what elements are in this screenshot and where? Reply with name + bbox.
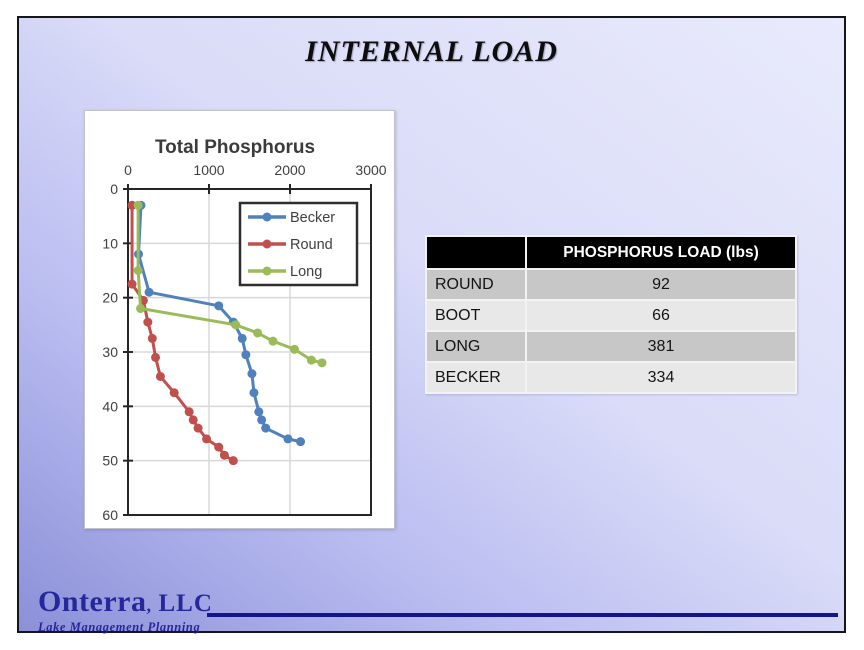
svg-text:40: 40 xyxy=(102,398,118,414)
table-header-blank xyxy=(427,237,525,268)
svg-text:0: 0 xyxy=(110,181,118,197)
total-phosphorus-chart-svg: 0 1000 2000 3000 0 10 20 30 40 50 60 Becker Round Lon… xyxy=(102,137,386,523)
lake-load-value: 66 xyxy=(527,301,795,330)
svg-text:50: 50 xyxy=(102,453,118,469)
chart-legend: Becker Round Long xyxy=(238,201,359,287)
svg-text:0: 0 xyxy=(124,162,132,178)
series-long xyxy=(133,200,327,368)
lake-name: LONG xyxy=(427,332,525,361)
axis-labels: 0 1000 2000 3000 0 10 20 30 40 50 60 xyxy=(102,162,386,523)
table-row: LONG 381 xyxy=(427,332,795,361)
lake-name: BOOT xyxy=(427,301,525,330)
table-row: BECKER 334 xyxy=(427,363,795,392)
axis-ticks xyxy=(123,184,372,516)
logo-tagline: Lake Management Planning xyxy=(38,620,201,634)
legend-label: Round xyxy=(290,237,333,253)
lake-load-value: 381 xyxy=(527,332,795,361)
svg-text:1000: 1000 xyxy=(193,162,224,178)
table-row: ROUND 92 xyxy=(427,270,795,299)
svg-text:3000: 3000 xyxy=(355,162,386,178)
logo-company-suffix: LLC xyxy=(158,590,213,617)
svg-text:2000: 2000 xyxy=(274,162,305,178)
lake-load-value: 334 xyxy=(527,363,795,392)
page-title: INTERNAL LOAD xyxy=(305,35,558,68)
legend-label: Long xyxy=(290,264,322,280)
svg-text:20: 20 xyxy=(102,290,118,306)
phosphorus-depth-chart: 0 1000 2000 3000 0 10 20 30 40 50 60 Becker Round Lon… xyxy=(84,110,395,529)
lake-name: ROUND xyxy=(427,270,525,299)
legend-label: Becker xyxy=(290,210,335,226)
logo-company-line: Onterra, LLC xyxy=(38,587,213,617)
slide: INTERNAL LOAD 0 1000 2000 3000 0 10 20 30 40 50 60… xyxy=(17,16,846,633)
table-header-row: PHOSPHORUS LOAD (lbs) xyxy=(427,237,795,268)
onterra-logo: Onterra, LLC Lake Management Planning xyxy=(38,587,213,634)
table-header-title: PHOSPHORUS LOAD (lbs) xyxy=(527,237,795,268)
chart-title: Total Phosphorus xyxy=(155,137,315,158)
svg-text:60: 60 xyxy=(102,507,118,523)
table-row: BOOT 66 xyxy=(427,301,795,330)
footer-divider-line xyxy=(207,613,838,617)
lake-load-value: 92 xyxy=(527,270,795,299)
svg-text:30: 30 xyxy=(102,344,118,360)
logo-comma: , xyxy=(146,595,152,615)
lake-name: BECKER xyxy=(427,363,525,392)
svg-text:10: 10 xyxy=(102,235,118,251)
logo-company-name: Onterra xyxy=(38,585,147,618)
series-round xyxy=(127,200,238,466)
phosphorus-load-table: PHOSPHORUS LOAD (lbs) ROUND 92 BOOT 66 L… xyxy=(425,235,797,394)
